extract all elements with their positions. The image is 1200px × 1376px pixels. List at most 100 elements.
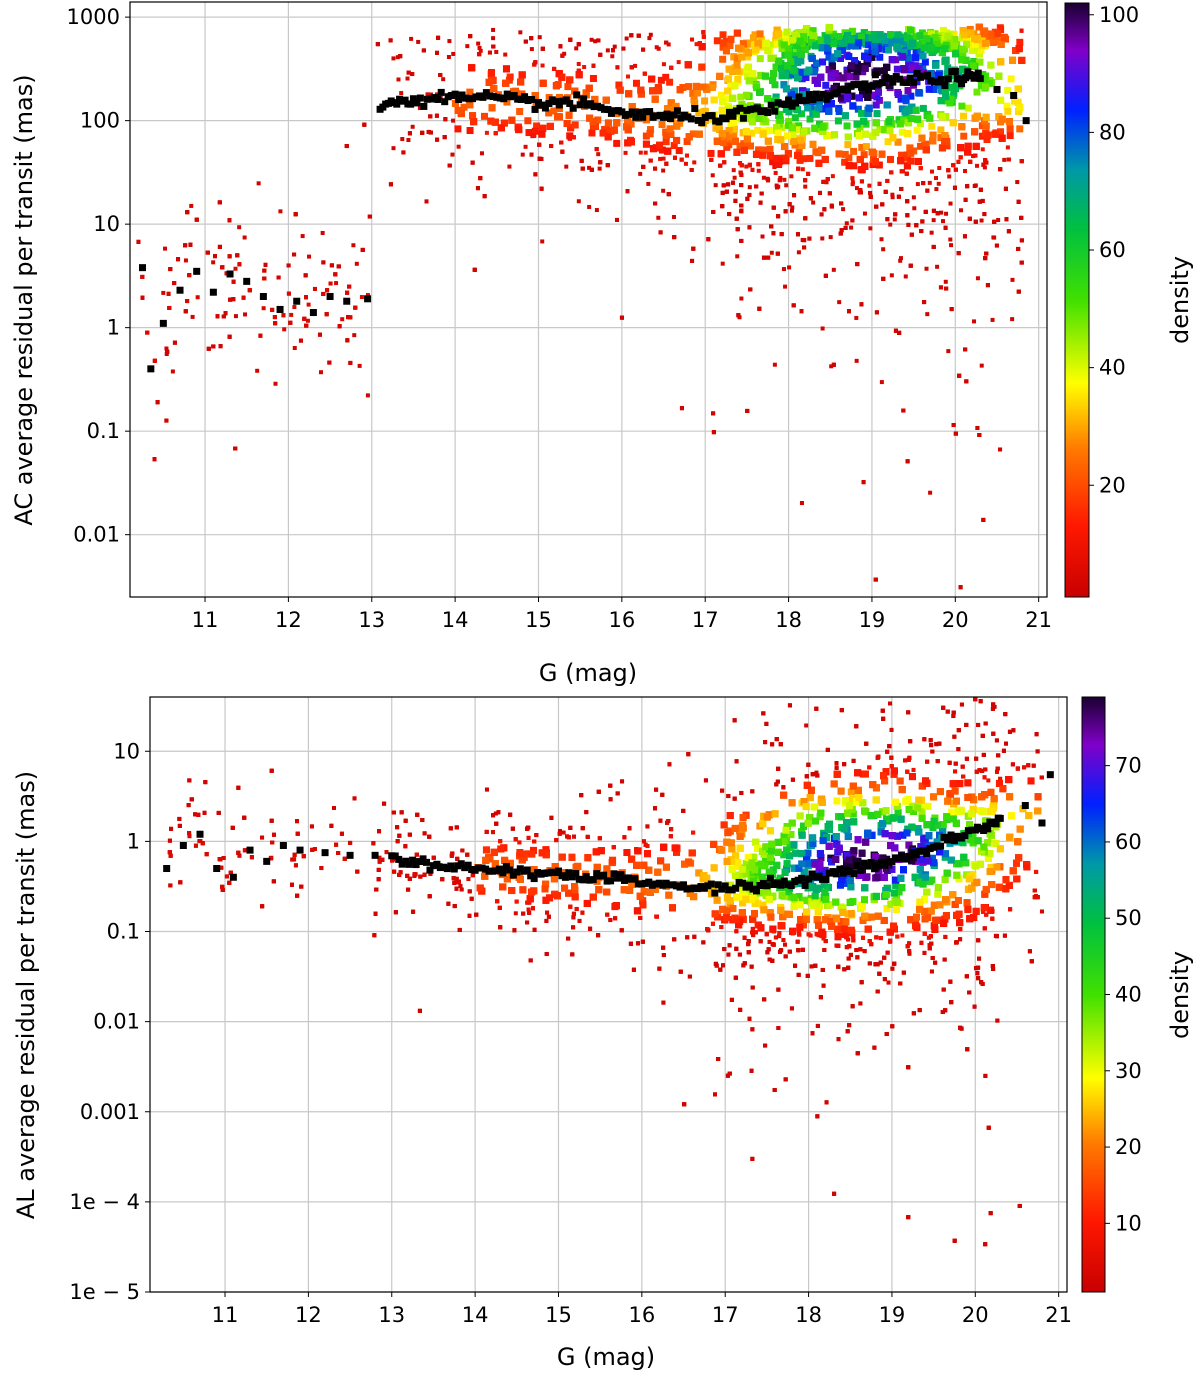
ac-density-cell [886, 127, 894, 135]
ac-density-cell [612, 44, 617, 49]
ac-density-cell [745, 77, 753, 85]
ac-density-cell [648, 158, 653, 163]
ac-density-cell [1005, 117, 1013, 125]
ac-density-cell [1019, 159, 1024, 164]
ac-density-cell [766, 145, 774, 153]
ac-density-cell [778, 175, 783, 180]
ac-density-cell [927, 30, 935, 38]
ac-density-cell [435, 50, 440, 55]
ac-density-cell [859, 68, 867, 76]
ac-density-cell [466, 88, 474, 96]
ac-density-cell [263, 262, 268, 267]
ac-density-cell [938, 285, 943, 290]
ac-density-cell [537, 35, 542, 40]
ac-density-cell [718, 130, 726, 138]
ac-density-cell [881, 247, 886, 252]
ac-density-cell [893, 328, 898, 333]
ac-density-cell [649, 87, 657, 95]
ac-density-cell [670, 142, 678, 150]
ac-density-cell [791, 114, 799, 122]
ac-density-cell [517, 78, 525, 86]
ac-density-cell [739, 203, 744, 208]
ac-density-cell [819, 127, 827, 135]
ac-density-cell [812, 42, 820, 50]
ac-density-cell [756, 55, 764, 63]
ac-density-cell [470, 118, 478, 126]
ac-density-cell [789, 130, 797, 138]
ac-density-cell [306, 302, 311, 307]
ac-density-cell [834, 117, 842, 125]
ac-density-cell [888, 222, 893, 227]
ac-density-cell [211, 260, 216, 265]
ac-density-cell [963, 40, 971, 48]
ac-density-cell [958, 585, 963, 590]
ac-density-cell [973, 88, 981, 96]
ac-density-cell [406, 70, 411, 75]
ac-density-cell [747, 163, 752, 168]
ac-density-cell [944, 286, 949, 291]
ac-density-cell [407, 131, 412, 136]
ac-density-cell [585, 84, 593, 92]
ac-density-cell [589, 74, 597, 82]
ac-density-cell [812, 110, 820, 118]
ac-density-cell [401, 150, 406, 155]
ac-density-cell [822, 81, 830, 89]
ac-density-cell [936, 181, 941, 186]
ac-density-cell [152, 358, 157, 363]
ac-density-cell [567, 124, 575, 132]
ac-density-cell [819, 105, 827, 113]
ac-density-cell [774, 129, 782, 137]
ac-density-cell [205, 250, 210, 255]
ac-density-cell [664, 161, 669, 166]
ac-density-cell [963, 36, 971, 44]
ac-density-cell [919, 62, 927, 70]
ac-density-cell [391, 146, 396, 151]
ac-density-cell [626, 74, 631, 79]
ac-density-cell [613, 119, 621, 127]
ac-density-cell [744, 49, 752, 57]
ac-density-cell [842, 34, 850, 42]
ac-density-cell [690, 96, 698, 104]
ac-density-cell [803, 184, 808, 189]
ac-density-cell [856, 155, 864, 163]
ac-density-cell [450, 152, 455, 157]
ac-density-cell [855, 262, 860, 267]
ac-density-cell [785, 118, 793, 126]
ac-density-cell [425, 92, 430, 97]
ac-density-cell [604, 119, 612, 127]
ac-density-cell [739, 296, 744, 301]
ac-density-cell [292, 305, 297, 310]
ac-density-cell [788, 36, 796, 44]
ac-density-cell [167, 305, 172, 310]
ac-density-cell [775, 120, 783, 128]
ac-density-cell [410, 72, 415, 77]
ac-density-cell [889, 134, 897, 142]
ac-density-cell [262, 276, 267, 281]
ac-density-cell [231, 279, 236, 284]
ac-density-cell [629, 33, 634, 38]
ac-density-cell [958, 102, 966, 110]
ac-density-cell [217, 244, 222, 249]
ac-density-cell [451, 99, 459, 107]
ac-density-cell [953, 167, 958, 172]
ac-density-cell [931, 208, 936, 213]
ac-density-cell [815, 159, 823, 167]
ac-density-cell [913, 126, 921, 134]
ac-density-cell [880, 202, 885, 207]
ac-density-cell [803, 24, 811, 32]
ac-density-cell [841, 150, 849, 158]
ac-density-cell [992, 219, 997, 224]
ac-density-cell [491, 36, 496, 41]
ac-density-cell [1010, 277, 1015, 282]
ac-density-cell [613, 139, 621, 147]
ac-density-cell [604, 133, 612, 141]
ac-density-cell [675, 147, 683, 155]
ac-density-cell [451, 118, 456, 123]
ac-density-cell [435, 137, 440, 142]
ac-density-cell [990, 317, 995, 322]
ac-density-cell [628, 103, 636, 111]
ac-density-cell [844, 221, 849, 226]
ac-density-cell [804, 104, 812, 112]
ac-density-cell [738, 170, 743, 175]
ac-density-cell [935, 264, 940, 269]
